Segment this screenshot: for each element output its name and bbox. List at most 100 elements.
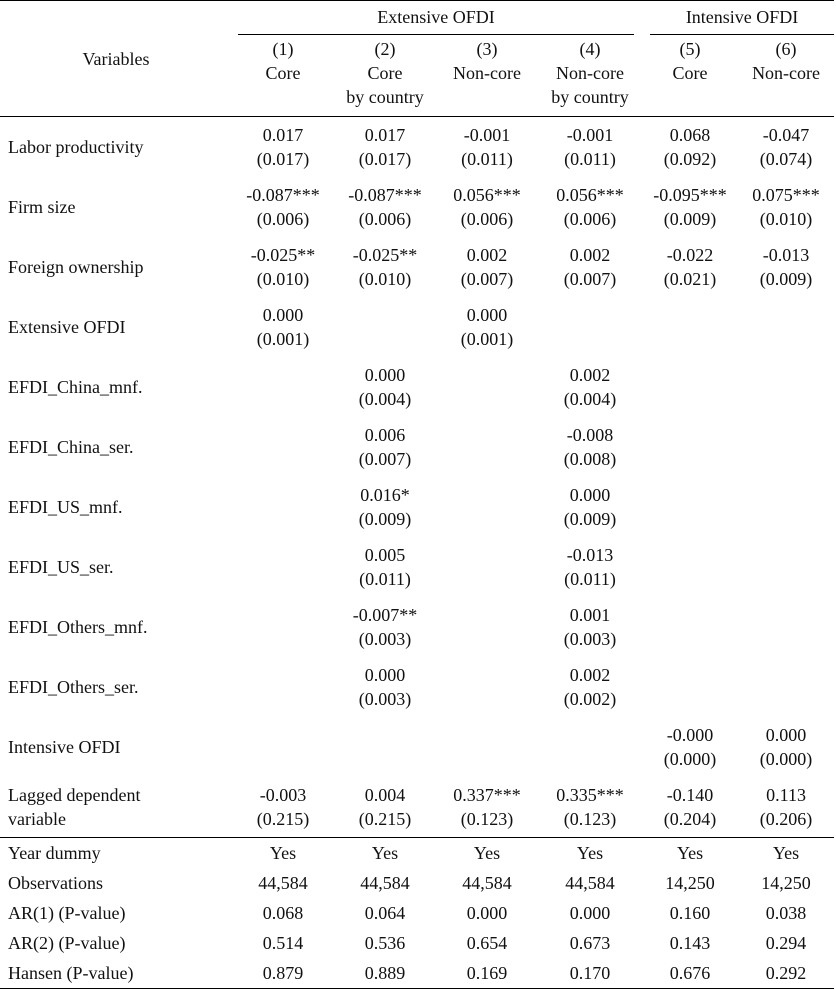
variables-header-label: Variables: [82, 48, 150, 69]
stat-value: 0.654: [466, 933, 508, 953]
row-label: Intensive OFDI: [8, 737, 121, 757]
coefficient: [538, 303, 642, 327]
cell-col-1: 0.000 (0.001): [232, 297, 334, 357]
standard-error: [538, 327, 642, 351]
cell-col-3: [436, 477, 538, 537]
coefficient: -0.025**: [352, 245, 418, 265]
coefficient: [232, 483, 334, 507]
row-label-line: Lagged dependent: [8, 785, 141, 805]
stat-value: 0.169: [436, 958, 538, 989]
standard-error: (0.017): [358, 149, 412, 169]
standard-error: [232, 447, 334, 471]
cell-col-3: [436, 657, 538, 717]
cell-col-3: [436, 717, 538, 777]
row-label: EFDI_Others_ser.: [8, 677, 139, 697]
table-row: Labor productivity 0.017 (0.017) 0.017 (0.01…: [0, 117, 834, 178]
standard-error: (0.004): [563, 389, 617, 409]
stat-label: AR(1) (P-value): [8, 903, 126, 923]
stat-value: 44,584: [565, 873, 615, 893]
standard-error: [232, 747, 334, 771]
row-label: Foreign ownership: [8, 257, 144, 277]
column-header-line1: Non-core: [556, 63, 624, 83]
coefficient: [232, 663, 334, 687]
column-header-line1: Core: [672, 63, 708, 83]
stat-value: 14,250: [665, 873, 715, 893]
standard-error: [436, 687, 538, 711]
coefficient: 0.001: [569, 605, 611, 625]
coefficient: 0.337***: [453, 785, 521, 805]
coefficient: [738, 423, 834, 447]
coefficient: 0.068: [669, 125, 711, 145]
standard-error: [436, 747, 538, 771]
cell-col-5: -0.000 (0.000): [642, 717, 738, 777]
cell-col-3: 0.337*** (0.123): [436, 777, 538, 838]
coefficient: -0.000: [666, 725, 714, 745]
coefficient: 0.075***: [752, 185, 820, 205]
cell-col-2: 0.006 (0.007): [334, 417, 436, 477]
coefficient: 0.004: [364, 785, 406, 805]
table-row: Extensive OFDI 0.000 (0.001) 0.000 (0.001): [0, 297, 834, 357]
standard-error: (0.007): [358, 449, 412, 469]
cell-col-4: 0.002 (0.007): [538, 237, 642, 297]
cell-col-3: 0.056*** (0.006): [436, 177, 538, 237]
coefficient: -0.007**: [352, 605, 418, 625]
standard-error: [232, 687, 334, 711]
stat-label: Year dummy: [8, 843, 101, 863]
standard-error: (0.003): [358, 689, 412, 709]
standard-error: (0.011): [564, 569, 616, 589]
standard-error: [232, 387, 334, 411]
row-label: EFDI_China_mnf.: [8, 377, 143, 397]
row-label: EFDI_China_ser.: [8, 437, 134, 457]
cell-col-1: -0.025** (0.010): [232, 237, 334, 297]
coefficient: -0.013: [762, 245, 810, 265]
cell-col-1: [232, 477, 334, 537]
group-header-extensive-label: Extensive OFDI: [238, 1, 635, 35]
stat-value: 0.160: [669, 903, 711, 923]
column-header-line2: by country: [346, 87, 424, 107]
cell-col-4: 0.000 (0.009): [538, 477, 642, 537]
table-row: Foreign ownership -0.025** (0.010) -0.025**…: [0, 237, 834, 297]
standard-error: [738, 507, 834, 531]
stat-row: Hansen (P-value) 0.879 0.889 0.169 0.170 0.67…: [0, 958, 835, 989]
coefficient: 0.017: [262, 125, 304, 145]
standard-error: (0.003): [358, 629, 412, 649]
cell-col-2: 0.005 (0.011): [334, 537, 436, 597]
coefficient: 0.002: [569, 245, 611, 265]
standard-error: [642, 567, 738, 591]
coefficient: [436, 423, 538, 447]
column-header-line2: by country: [551, 87, 629, 107]
cell-col-5: -0.022 (0.021): [642, 237, 738, 297]
row-label: EFDI_US_mnf.: [8, 497, 123, 517]
column-header-num: (3): [476, 39, 498, 59]
row-label: Extensive OFDI: [8, 317, 126, 337]
standard-error: (0.001): [460, 329, 514, 349]
standard-error: (0.021): [663, 269, 717, 289]
standard-error: (0.010): [759, 209, 813, 229]
coefficient: [232, 603, 334, 627]
stat-row: AR(1) (P-value) 0.068 0.064 0.000 0.000 0.160…: [0, 898, 834, 928]
cell-col-5: -0.140 (0.204): [642, 777, 739, 838]
coefficient: [334, 723, 436, 747]
standard-error: (0.006): [358, 209, 412, 229]
standard-error: [642, 627, 738, 651]
standard-error: [232, 627, 334, 651]
cell-col-2: -0.025** (0.010): [334, 237, 436, 297]
cell-col-6: [738, 597, 834, 657]
standard-error: [334, 747, 436, 771]
standard-error: [538, 747, 642, 771]
cell-col-3: 0.000 (0.001): [436, 297, 538, 357]
standard-error: (0.009): [358, 509, 412, 529]
header-row-columns: (1) Core (2) Core by country (3) Non-core (4) No…: [0, 35, 835, 117]
stat-value: 0.676: [642, 958, 739, 989]
coefficient: [436, 723, 538, 747]
coefficient: [436, 603, 538, 627]
coefficient: [642, 303, 738, 327]
cell-col-1: [232, 417, 334, 477]
table-row: EFDI_US_mnf. 0.016* (0.009) 0.000 (0.009): [0, 477, 834, 537]
column-header-2: (2) Core by country: [334, 35, 436, 117]
stat-value: 0.000: [466, 903, 508, 923]
coefficient: [738, 663, 834, 687]
table-row: EFDI_Others_ser. 0.000 (0.003) 0.002 (0.002): [0, 657, 834, 717]
standard-error: [738, 687, 834, 711]
